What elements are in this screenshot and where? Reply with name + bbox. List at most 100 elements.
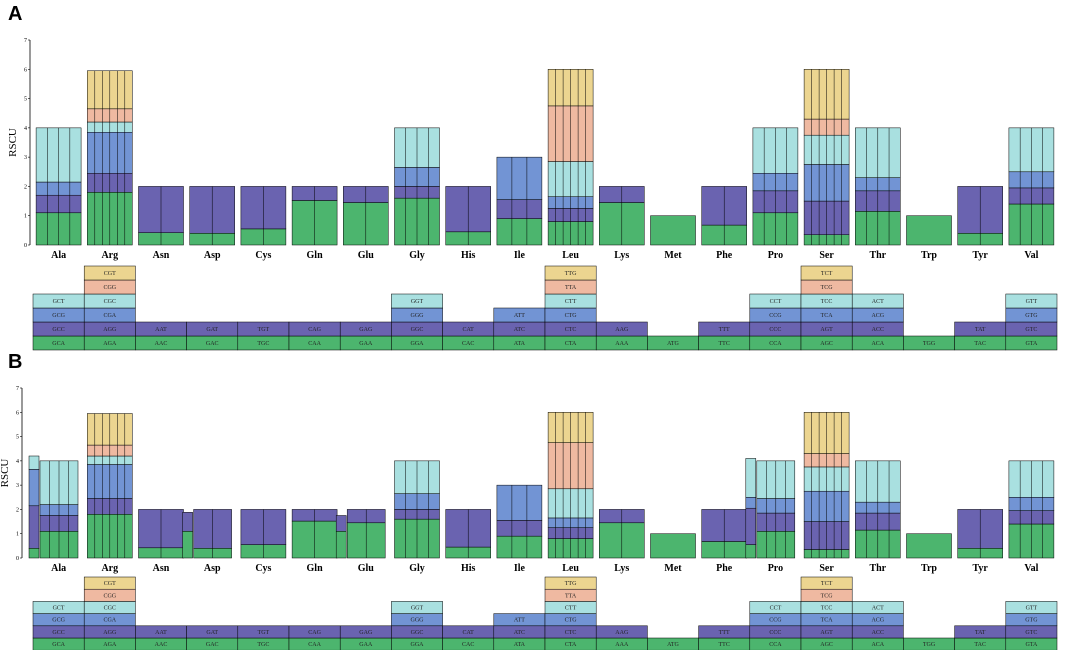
y-tick-label: 1 <box>24 214 27 220</box>
codon-label-ggt: GGT <box>411 606 424 612</box>
codon-label-ctt: CTT <box>565 606 577 612</box>
aa-label-arg: Arg <box>101 563 118 574</box>
aa-label-thr: Thr <box>869 250 886 261</box>
bar-ile-ata <box>496 535 543 559</box>
aa-label-ala: Ala <box>51 563 66 574</box>
codon-cell <box>544 576 597 590</box>
bar-asp-gac <box>182 531 193 559</box>
codon-label-gcg: GCG <box>52 618 65 624</box>
y-tick-label: 7 <box>16 386 19 392</box>
codon-label-cgg: CGG <box>103 285 116 291</box>
codon-label-aca: ACA <box>871 642 884 648</box>
codon-label-gag: GAG <box>359 630 373 636</box>
aa-label-lys: Lys <box>614 250 629 261</box>
panel-label: A <box>8 3 22 25</box>
codon-label-ggg: GGG <box>411 618 425 624</box>
codon-label-tta: TTA <box>565 285 577 291</box>
codon-label-gcg: GCG <box>52 313 65 319</box>
aa-label-tyr: Tyr <box>973 250 989 261</box>
y-tick-label: 6 <box>16 410 19 416</box>
codon-cell <box>544 265 597 281</box>
codon-label-gtc: GTC <box>1025 327 1037 333</box>
codon-label-gtg: GTG <box>1025 313 1038 319</box>
aa-label-tyr: Tyr <box>973 563 989 574</box>
aa-label-val: Val <box>1024 563 1038 574</box>
codon-label-gtc: GTC <box>1025 630 1037 636</box>
aa-label-glu: Glu <box>358 563 375 574</box>
codon-label-cgt: CGT <box>104 581 116 587</box>
aa-label-ser: Ser <box>819 250 834 261</box>
y-axis-label: RSCU <box>7 128 19 157</box>
aa-label-ile: Ile <box>514 250 526 261</box>
panel-label: B <box>8 351 22 373</box>
codon-label-ttg: TTG <box>565 271 577 277</box>
bar-ala-gcg <box>28 469 40 507</box>
codon-label-caa: CAA <box>308 341 321 347</box>
codon-cell <box>83 576 136 590</box>
codon-label-gta: GTA <box>1025 642 1038 648</box>
codon-label-ccg: CCG <box>769 313 782 319</box>
aa-label-leu: Leu <box>562 563 579 574</box>
codon-label-aac: AAC <box>155 341 168 347</box>
codon-cell <box>595 321 648 337</box>
y-tick-label: 1 <box>16 532 19 538</box>
codon-label-gtt: GTT <box>1026 606 1038 612</box>
codon-label-ggg: GGG <box>411 313 425 319</box>
codon-label-att: ATT <box>514 618 525 624</box>
bar-glu-gag <box>335 515 347 532</box>
aa-label-asp: Asp <box>204 250 221 261</box>
codon-label-ctg: CTG <box>565 313 578 319</box>
codon-label-cga: CGA <box>103 618 116 624</box>
codon-label-cta: CTA <box>565 341 577 347</box>
codon-label-atc: ATC <box>514 630 525 636</box>
codon-label-tgt: TGT <box>258 327 270 333</box>
codon-cell <box>391 601 443 614</box>
aa-label-arg: Arg <box>101 250 118 261</box>
aa-label-pro: Pro <box>768 250 783 261</box>
codon-label-tgg: TGG <box>923 642 936 648</box>
y-tick-label: 5 <box>24 97 27 103</box>
aa-label-ser: Ser <box>819 563 834 574</box>
aa-label-leu: Leu <box>562 250 579 261</box>
codon-label-gaa: GAA <box>359 341 373 347</box>
panel-A: A RSCU 0 1 2 3 4 5 6 7 Ala GCA GCC GCG GCT Arg AGA AGG CGA… <box>7 3 1058 351</box>
aa-label-his: His <box>461 250 476 261</box>
codon-label-tct: TCT <box>821 581 833 587</box>
codon-label-gga: GGA <box>411 642 425 648</box>
codon-label-ggt: GGT <box>411 299 424 305</box>
aa-label-asp: Asp <box>204 563 221 574</box>
aa-label-met: Met <box>664 250 682 261</box>
codon-label-acc: ACC <box>872 327 884 333</box>
codon-label-ccc: CCC <box>769 630 781 636</box>
codon-label-ggc: GGC <box>411 327 424 333</box>
codon-label-gca: GCA <box>52 341 65 347</box>
codon-label-gtg: GTG <box>1025 618 1038 624</box>
codon-label-agt: AGT <box>820 630 833 636</box>
y-tick-label: 2 <box>24 184 27 190</box>
y-tick-label: 2 <box>16 507 19 513</box>
codon-label-aag: AAG <box>615 630 629 636</box>
codon-label-gat: GAT <box>206 630 218 636</box>
codon-label-ctg: CTG <box>565 618 578 624</box>
codon-label-ttc: TTC <box>719 341 730 347</box>
codon-label-cgt: CGT <box>104 271 116 277</box>
codon-label-acg: ACG <box>871 313 884 319</box>
codon-label-ctc: CTC <box>565 630 577 636</box>
codon-label-ata: ATA <box>514 341 526 347</box>
codon-label-cta: CTA <box>565 642 577 648</box>
aa-label-glu: Glu <box>358 250 375 261</box>
codon-label-tcc: TCC <box>821 299 833 305</box>
codon-label-gac: GAC <box>206 341 219 347</box>
aa-label-trp: Trp <box>921 563 937 574</box>
y-tick-label: 4 <box>16 459 19 465</box>
codon-cell <box>851 293 904 309</box>
bar-ala-gcc <box>28 505 40 549</box>
codon-cell <box>851 601 904 614</box>
bar-pro-ccg <box>745 497 757 509</box>
y-tick-label: 3 <box>24 155 27 161</box>
codon-label-cgc: CGC <box>104 606 116 612</box>
codon-label-ccg: CCG <box>769 618 782 624</box>
codon-label-tcg: TCG <box>821 593 834 599</box>
codon-label-cgg: CGG <box>103 593 116 599</box>
codon-label-cag: CAG <box>308 630 321 636</box>
